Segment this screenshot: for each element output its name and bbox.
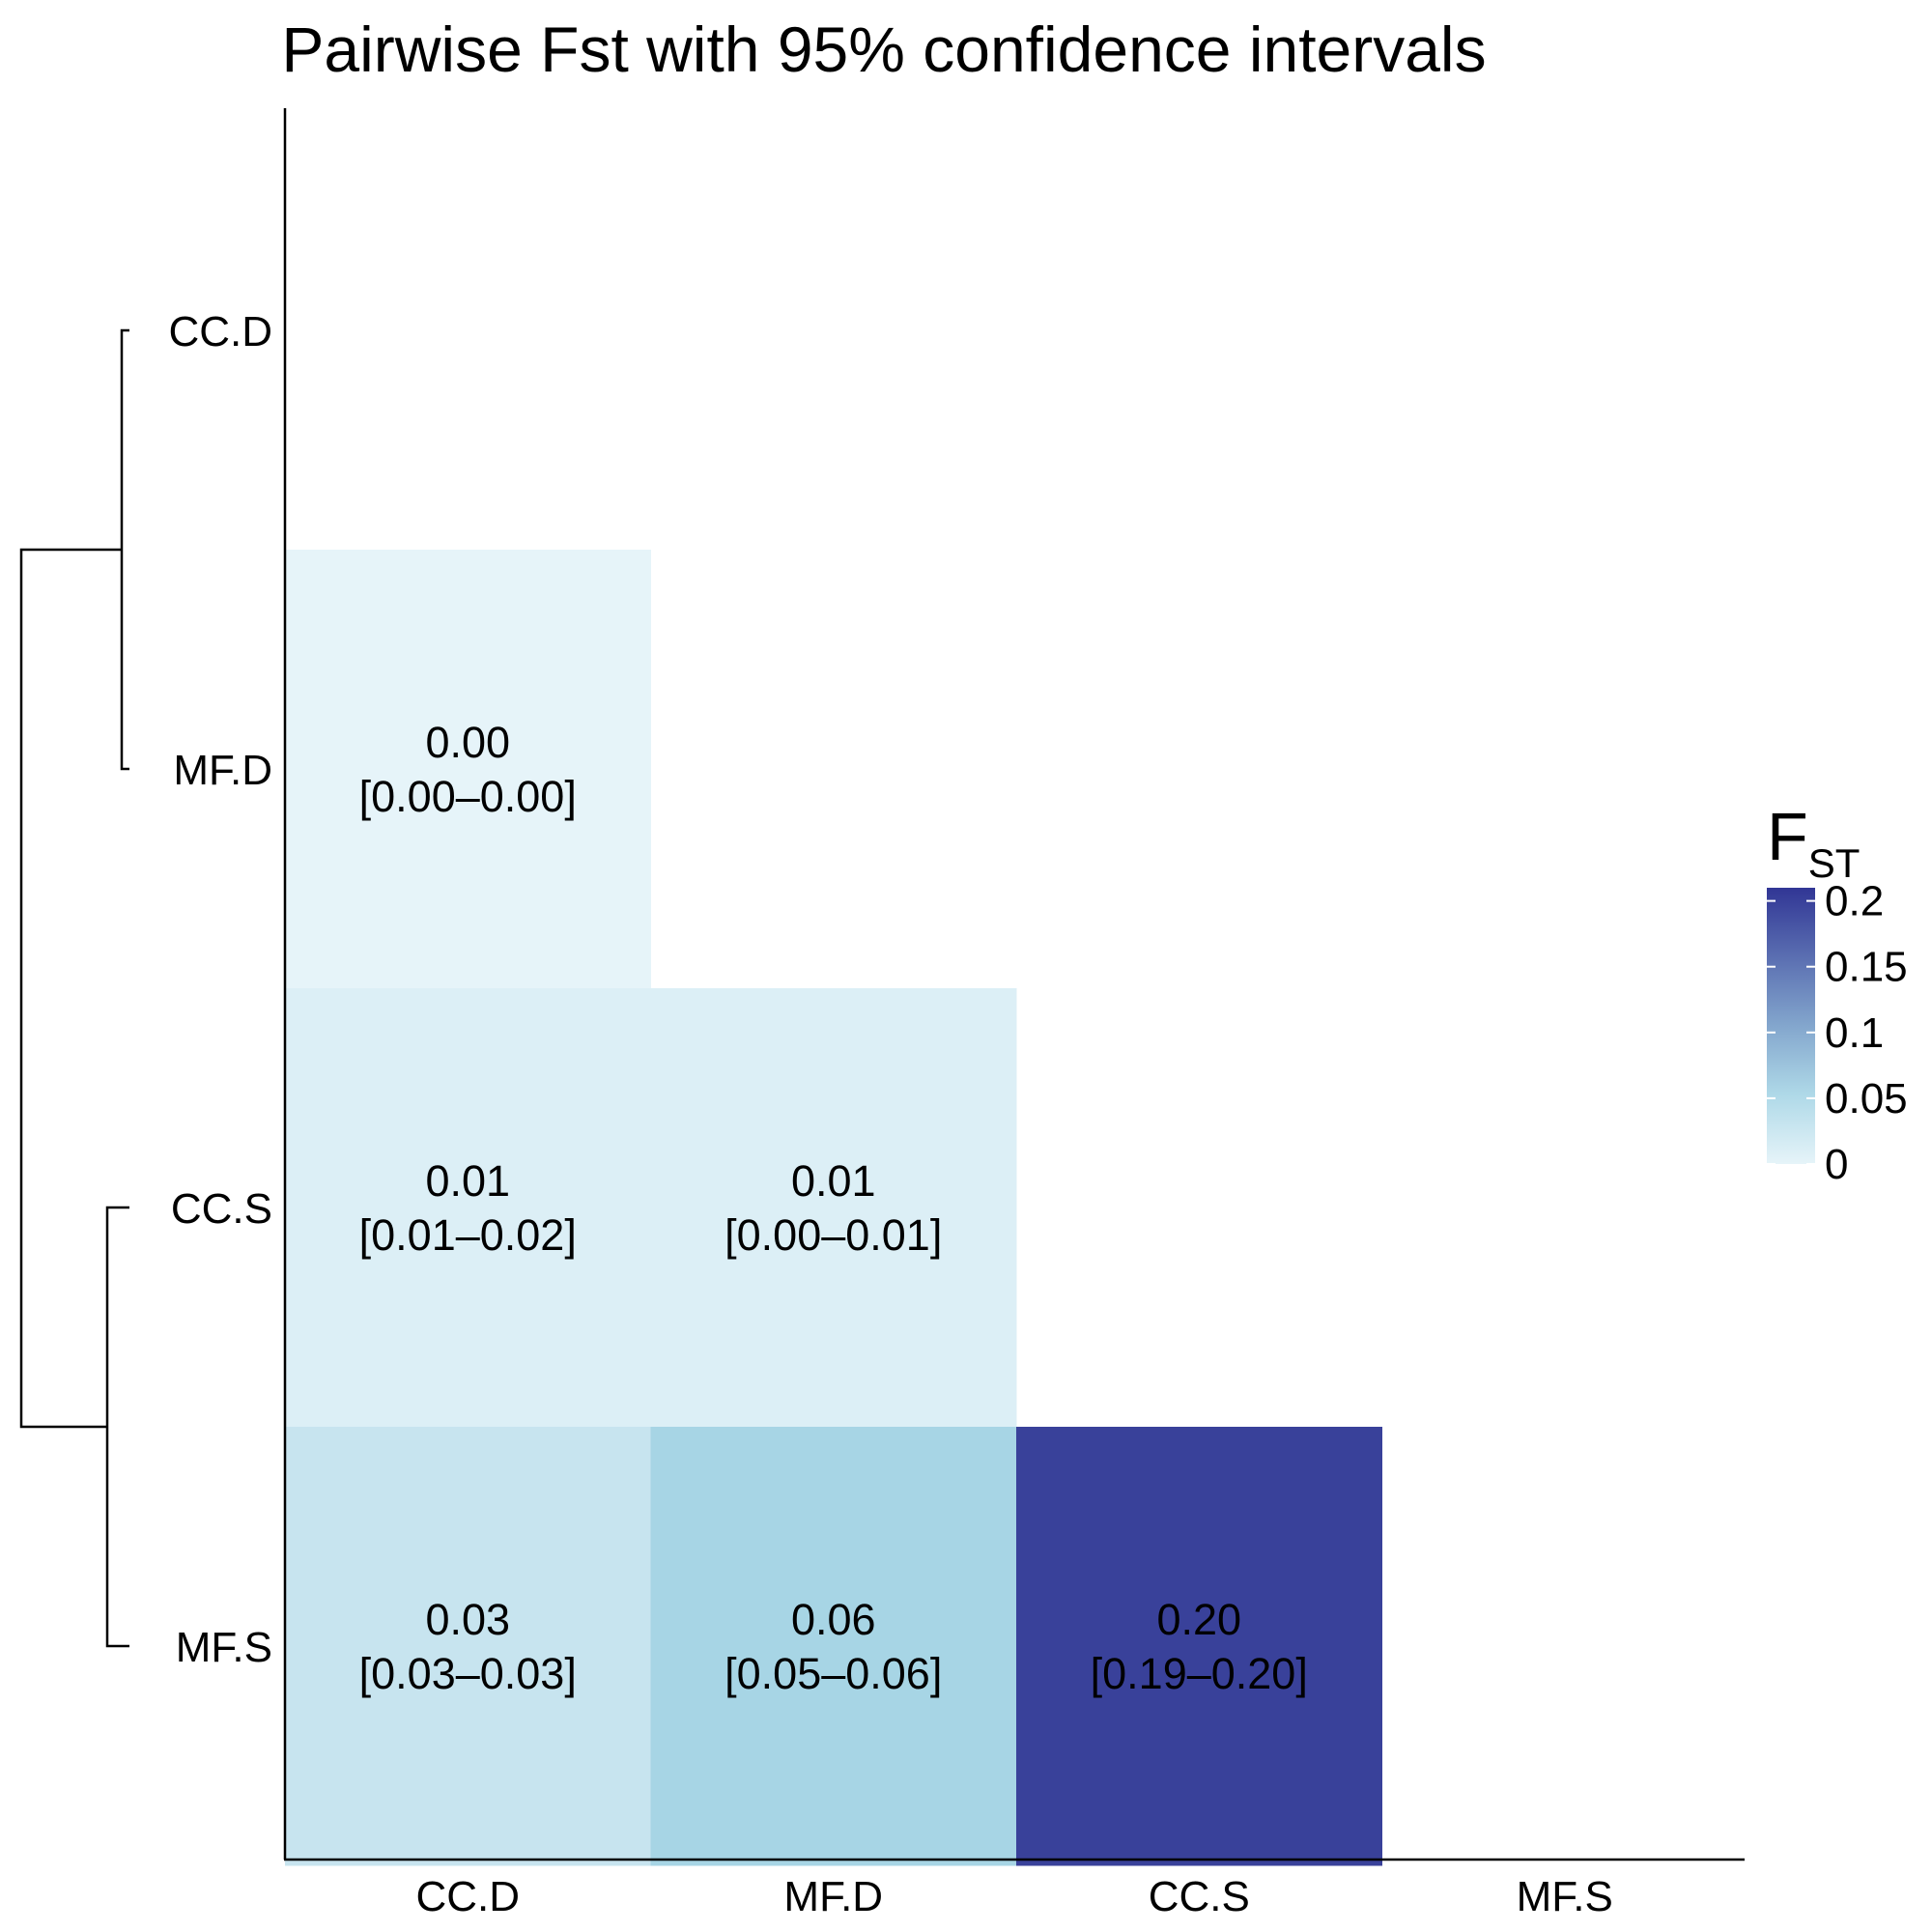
cell-value-label: 0.06 (791, 1595, 876, 1644)
cell-value-label: 0.00 (425, 718, 510, 767)
legend-title-subscript: ST (1808, 840, 1861, 886)
cell-value-label: 0.03 (425, 1595, 510, 1644)
heatmap-cell-rect (1016, 1427, 1382, 1866)
column-labels: CC.D MF.D CC.S MF.S (415, 1873, 1612, 1920)
legend-tick-label: 0.05 (1825, 1075, 1908, 1122)
legend-tick-label: 0.1 (1825, 1009, 1884, 1057)
row-label: CC.S (171, 1185, 272, 1233)
legend-title-main: F (1767, 799, 1808, 874)
dendrogram-branch (105, 1206, 129, 1648)
cell-ci-label: [0.03–0.03] (359, 1649, 577, 1698)
heatmap-cell-rect (285, 1427, 651, 1866)
cell-ci-label: [0.00–0.00] (359, 772, 577, 821)
heatmap-cell-rect (650, 1427, 1017, 1866)
cell-ci-label: [0.19–0.20] (1091, 1649, 1308, 1698)
legend-colorbar (1767, 888, 1815, 1164)
legend-ticks: 0.2 0.15 0.1 0.05 0 (1767, 878, 1908, 1188)
cell-value-label: 0.01 (425, 1156, 510, 1206)
heatmap-cell: 0.01[0.01–0.02] (285, 988, 651, 1428)
column-label: CC.D (415, 1873, 520, 1920)
legend-tick-label: 0.15 (1825, 944, 1908, 991)
column-label: MF.D (783, 1873, 883, 1920)
chart-title: Pairwise Fst with 95% confidence interva… (281, 14, 1486, 85)
heatmap-cell: 0.20 [0.19–0.20] (1016, 1427, 1382, 1866)
row-label: MF.S (176, 1624, 272, 1671)
heatmap-cell-rect (650, 988, 1017, 1428)
heatmap-cell-rect (285, 550, 651, 989)
heatmap-cell: 0.06 [0.05–0.06] (650, 1427, 1017, 1866)
color-legend: FST 0.2 0.15 0.1 0.05 0 (1767, 799, 1908, 1188)
cell-value-label: 0.20 (1156, 1595, 1241, 1644)
row-label: CC.D (168, 308, 272, 355)
row-label: MF.D (173, 747, 272, 794)
cell-ci-label: [0.00–0.01] (724, 1210, 942, 1260)
cell-value-label: 0.01 (791, 1156, 876, 1206)
legend-title: FST (1767, 799, 1860, 886)
cell-ci-label: [0.05–0.06] (724, 1649, 942, 1698)
dendrogram-branch (120, 328, 129, 771)
heatmap-cell-rect (285, 988, 651, 1428)
heatmap-cell: 0.00 [0.00–0.00] (285, 550, 651, 989)
dendrogram (19, 328, 129, 1648)
column-label: CC.S (1149, 1873, 1250, 1920)
legend-tick-label: 0 (1825, 1141, 1848, 1188)
axes (283, 108, 1745, 1861)
heatmap-cell: 0.01[0.00–0.01] (650, 988, 1017, 1428)
heatmap-cell: 0.03 [0.03–0.03] (285, 1427, 651, 1866)
cell-ci-label: [0.01–0.02] (359, 1210, 577, 1260)
legend-tick-label: 0.2 (1825, 878, 1884, 925)
row-labels: CC.D MF.D CC.S MF.S (168, 308, 272, 1671)
column-label: MF.S (1517, 1873, 1613, 1920)
dendrogram-root (19, 548, 122, 1429)
heatmap-cells: 0.00[0.00–0.00]0.01[0.01–0.02]0.01[0.00–… (285, 550, 1382, 1866)
